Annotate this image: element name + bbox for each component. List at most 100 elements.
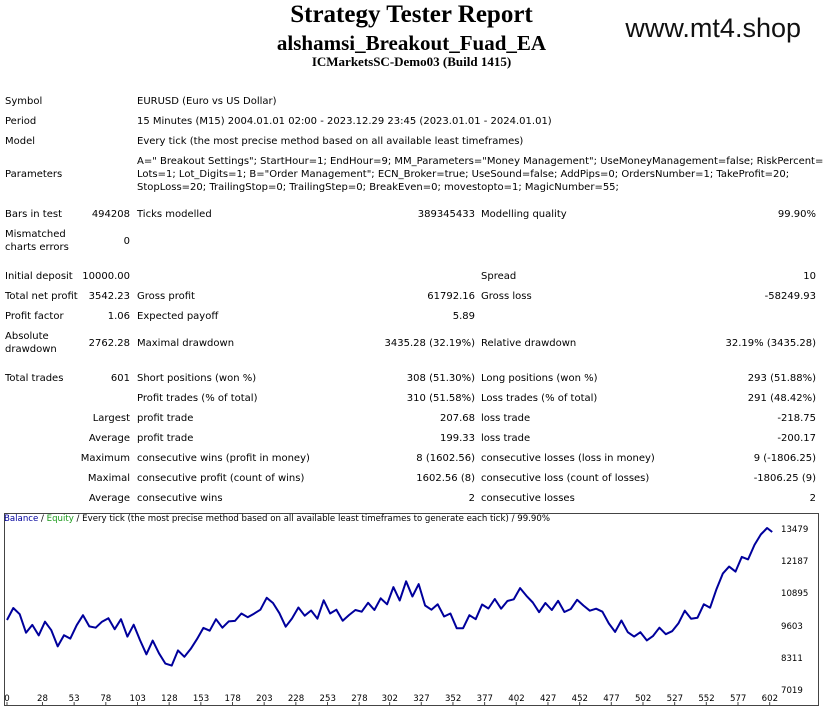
y-tick-label: 9603 (781, 621, 803, 632)
mismatch-label-line2: charts errors (5, 242, 69, 253)
maximal-cons-profit-value: 1602.56 (8) (416, 473, 475, 484)
avg-cons-wins-label: consecutive wins (137, 493, 223, 504)
server-build: ICMarketsSC-Demo03 (Build 1415) (311, 54, 512, 69)
x-tick-label: 552 (698, 694, 715, 704)
expected-payoff-value: 5.89 (452, 311, 475, 322)
spread-label: Spread (481, 271, 517, 282)
ticks-value: 389345433 (417, 209, 475, 220)
profit-trades-value: 310 (51.58%) (406, 393, 475, 404)
largest-profit-label: profit trade (137, 413, 194, 424)
rel-drawdown-value: 32.19% (3435.28) (725, 338, 816, 349)
loss-trades-value: 291 (48.42%) (747, 393, 816, 404)
avg-cons-losses-label: consecutive losses (481, 493, 575, 504)
x-tick-label: 402 (508, 694, 525, 704)
chart-border (4, 513, 819, 706)
report-title: Strategy Tester Report (290, 1, 533, 28)
ea-name: alshamsi_Breakout_Fuad_EA (276, 31, 547, 55)
parameters-line-2: Lots=1; Lot_Digits=1; B="Order Managemen… (137, 169, 790, 180)
mismatch-label-line1: Mismatched (5, 229, 66, 240)
largest-loss-value: -218.75 (777, 413, 816, 424)
max-drawdown-label: Maximal drawdown (137, 338, 235, 349)
parameters-line-1: A=" Breakout Settings"; StartHour=1; End… (137, 156, 823, 167)
initial-deposit-value: 10000.00 (82, 271, 130, 282)
parameters-line-3: StopLoss=20; TrailingStop=0; TrailingSte… (137, 182, 619, 193)
x-tick-label: 452 (571, 694, 589, 704)
average-loss-value: -200.17 (777, 433, 816, 444)
x-tick-label: 577 (729, 694, 747, 704)
x-tick-label: 128 (161, 694, 178, 704)
spread-value: 10 (803, 271, 816, 282)
loss-trades-label: Loss trades (% of total) (481, 393, 598, 404)
rel-drawdown-label: Relative drawdown (481, 338, 577, 349)
avg-cons-wins-value: 2 (468, 493, 475, 504)
x-tick-label: 527 (666, 694, 684, 704)
ticks-label: Ticks modelled (137, 209, 212, 220)
maximal-label: Maximal (87, 473, 130, 484)
x-tick-label: 502 (634, 694, 652, 704)
max-cons-wins-value: 8 (1602.56) (416, 453, 475, 464)
initial-deposit-label: Initial deposit (5, 271, 73, 282)
abs-drawdown-label-line2: drawdown (5, 344, 57, 355)
x-tick-label: 302 (381, 694, 398, 704)
short-positions-value: 308 (51.30%) (406, 373, 475, 384)
balance-line (6, 527, 773, 667)
x-tick-label: 153 (192, 694, 210, 704)
period-label: Period (5, 116, 37, 127)
profit-trades-label: Profit trades (% of total) (137, 393, 258, 404)
average-label: Average (88, 433, 130, 444)
max-cons-losses-value: 9 (-1806.25) (753, 453, 816, 464)
x-tick-label: 228 (287, 694, 305, 704)
x-tick-label: 203 (256, 694, 273, 704)
x-tick-label: 377 (476, 694, 494, 704)
total-trades-label: Total trades (5, 373, 64, 384)
average-loss-label: loss trade (481, 433, 531, 444)
chart-legend: Balance / Equity / Every tick (the most … (4, 514, 550, 525)
gross-profit-value: 61792.16 (427, 291, 475, 302)
y-tick-label: 13479 (781, 525, 809, 535)
short-positions-label: Short positions (won %) (137, 373, 257, 384)
average-profit-value: 199.33 (440, 433, 475, 444)
x-tick-label: 427 (539, 694, 557, 704)
bars-value: 494208 (91, 209, 130, 220)
x-tick-label: 0 (4, 694, 10, 704)
y-tick-label: 12187 (781, 557, 809, 568)
total-trades-value: 601 (110, 373, 130, 384)
max-cons-wins-label: consecutive wins (profit in money) (137, 453, 310, 464)
largest-loss-label: loss trade (481, 413, 531, 424)
max-drawdown-value: 3435.28 (32.19%) (384, 338, 475, 349)
net-profit-label: Total net profit (5, 291, 78, 302)
symbol-value: EURUSD (Euro vs US Dollar) (137, 96, 277, 107)
x-tick-label: 78 (100, 694, 112, 704)
mismatch-value: 0 (123, 236, 130, 247)
model-label: Model (5, 136, 36, 147)
legend-equity: Equity (46, 514, 74, 524)
x-tick-label: 352 (444, 694, 462, 704)
maximal-cons-loss-value: -1806.25 (9) (753, 473, 816, 484)
maximal-cons-loss-label: consecutive loss (count of losses) (481, 473, 650, 484)
profit-factor-label: Profit factor (5, 311, 64, 322)
x-tick-label: 602 (761, 694, 779, 704)
period-value: 15 Minutes (M15) 2004.01.01 02:00 - 2023… (137, 116, 552, 127)
x-tick-label: 327 (413, 694, 430, 704)
x-tick-label: 477 (603, 694, 620, 704)
avg-cons-losses-value: 2 (809, 493, 816, 504)
abs-drawdown-label-line1: Absolute (5, 331, 49, 342)
y-tick-label: 8311 (781, 653, 803, 664)
x-tick-label: 278 (351, 694, 368, 704)
parameters-label: Parameters (5, 169, 63, 180)
symbol-label: Symbol (5, 96, 43, 107)
legend-description: / Every tick (the most precise method ba… (73, 514, 550, 524)
abs-drawdown-value: 2762.28 (88, 338, 130, 349)
gross-loss-value: -58249.93 (764, 291, 816, 302)
gross-profit-label: Gross profit (137, 291, 195, 302)
bars-label: Bars in test (5, 209, 62, 220)
model-value: Every tick (the most precise method base… (137, 136, 524, 147)
quality-value: 99.90% (777, 209, 816, 220)
x-tick-label: 28 (37, 694, 48, 704)
x-tick-label: 178 (224, 694, 241, 704)
x-tick-label: 53 (68, 694, 80, 704)
y-tick-label: 7019 (781, 686, 803, 696)
balance-chart (4, 513, 819, 706)
net-profit-value: 3542.23 (88, 291, 130, 302)
y-tick-label: 10895 (781, 589, 809, 600)
